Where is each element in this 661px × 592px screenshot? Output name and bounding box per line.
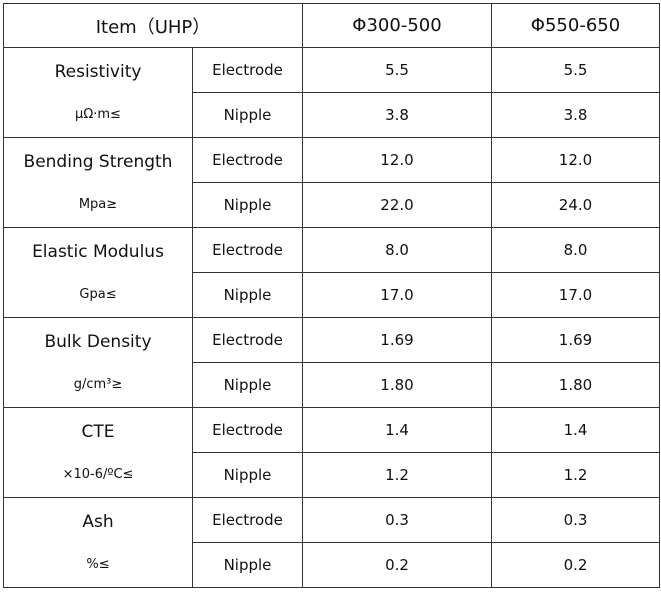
value-cell: 1.4 — [302, 407, 492, 453]
type-cell: Electrode — [192, 497, 303, 543]
item-name: Bending Strength — [23, 152, 173, 172]
row: Resistivity μΩ·m≤ Electrode 5.5 5.5 — [3, 47, 660, 138]
spec-table: Item（UHP） Φ300-500 Φ550-650 Resistivity μΩ·m… — [3, 3, 660, 588]
item-unit: Mpa≥ — [78, 197, 118, 212]
item-unit: %≤ — [86, 557, 110, 572]
item-name: CTE — [81, 422, 115, 442]
type-cell: Electrode — [192, 317, 303, 363]
value-cell: 1.2 — [302, 452, 492, 498]
row: Nipple 0.2 0.2 — [4, 542, 660, 588]
value-cell: 1.80 — [491, 362, 660, 408]
type-cell: Nipple — [192, 182, 303, 228]
row: Ash %≤ Electrode 0.3 0.3 — [3, 497, 660, 588]
item-name: Resistivity — [54, 62, 142, 82]
value-cell: 1.4 — [491, 407, 660, 453]
item-cell: Resistivity μΩ·m≤ — [3, 47, 193, 138]
type-cell: Electrode — [192, 47, 303, 93]
item-name: Bulk Density — [44, 332, 152, 352]
value-cell: 17.0 — [302, 272, 492, 318]
type-cell: Nipple — [192, 452, 303, 498]
item-cell: Bulk Density g/cm³≥ — [3, 317, 193, 408]
row: Nipple 1.2 1.2 — [4, 452, 660, 498]
item-unit: g/cm³≥ — [73, 377, 123, 392]
value-cell: 1.2 — [491, 452, 660, 498]
item-cell: CTE ×10-6/ºC≤ — [3, 407, 193, 498]
item-name: Ash — [82, 512, 114, 532]
header-cell: Φ550-650 — [491, 3, 660, 48]
value-cell: 0.2 — [491, 542, 660, 588]
value-cell: 5.5 — [491, 47, 660, 93]
row: CTE ×10-6/ºC≤ Electrode 1.4 1.4 — [3, 407, 660, 498]
item-cell: Elastic Modulus Gpa≤ — [3, 227, 193, 318]
value-cell: 22.0 — [302, 182, 492, 228]
item-unit: ×10-6/ºC≤ — [62, 467, 134, 482]
item-name: Elastic Modulus — [32, 242, 164, 262]
row: Elastic Modulus Gpa≤ Electrode 8.0 8.0 — [3, 227, 660, 318]
row: Nipple 1.80 1.80 — [4, 362, 660, 408]
row: Bulk Density g/cm³≥ Electrode 1.69 1.69 — [3, 317, 660, 408]
row: Nipple 22.0 24.0 — [4, 182, 660, 228]
value-cell: 12.0 — [491, 137, 660, 183]
value-cell: 3.8 — [491, 92, 660, 138]
type-cell: Nipple — [192, 542, 303, 588]
value-cell: 12.0 — [302, 137, 492, 183]
header-row: Item（UHP） Φ300-500 Φ550-650 — [3, 3, 660, 48]
row: Nipple 17.0 17.0 — [4, 272, 660, 318]
value-cell: 8.0 — [302, 227, 492, 273]
value-cell: 1.80 — [302, 362, 492, 408]
item-unit: Gpa≤ — [79, 287, 117, 302]
row: Nipple 3.8 3.8 — [4, 92, 660, 138]
item-cell: Ash %≤ — [3, 497, 193, 588]
value-cell: 0.3 — [491, 497, 660, 543]
type-cell: Nipple — [192, 92, 303, 138]
value-cell: 1.69 — [302, 317, 492, 363]
type-cell: Nipple — [192, 272, 303, 318]
value-cell: 24.0 — [491, 182, 660, 228]
value-cell: 17.0 — [491, 272, 660, 318]
header-cell: Item（UHP） — [3, 3, 303, 48]
type-cell: Nipple — [192, 362, 303, 408]
value-cell: 3.8 — [302, 92, 492, 138]
type-cell: Electrode — [192, 407, 303, 453]
value-cell: 0.2 — [302, 542, 492, 588]
header-cell: Φ300-500 — [302, 3, 492, 48]
type-cell: Electrode — [192, 227, 303, 273]
value-cell: 1.69 — [491, 317, 660, 363]
type-cell: Electrode — [192, 137, 303, 183]
item-cell: Bending Strength Mpa≥ — [3, 137, 193, 228]
value-cell: 0.3 — [302, 497, 492, 543]
value-cell: 8.0 — [491, 227, 660, 273]
row: Bending Strength Mpa≥ Electrode 12.0 12.0 — [3, 137, 660, 228]
value-cell: 5.5 — [302, 47, 492, 93]
item-unit: μΩ·m≤ — [75, 107, 121, 122]
